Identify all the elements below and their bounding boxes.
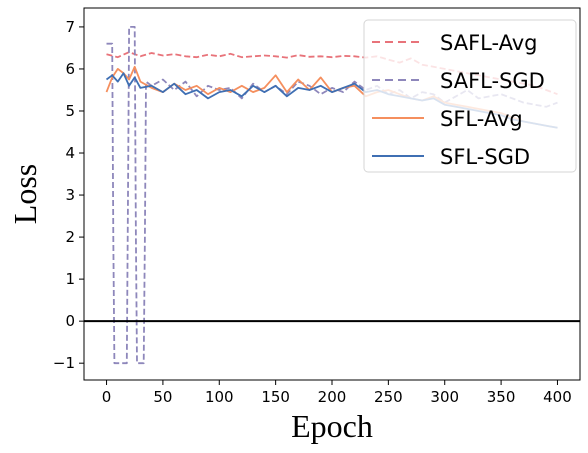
y-tick-label: 0 bbox=[65, 312, 75, 330]
x-axis-title: Epoch bbox=[291, 408, 373, 444]
x-axis: 0 50 100 150 200 250 300 350 400 bbox=[102, 380, 572, 406]
x-tick-label: 0 bbox=[102, 388, 112, 406]
legend-label: SFL-SGD bbox=[440, 145, 530, 169]
x-tick-label: 300 bbox=[430, 388, 459, 406]
y-axis-title: Loss bbox=[7, 164, 43, 224]
y-tick-label: 5 bbox=[65, 102, 75, 120]
y-tick-label: 7 bbox=[65, 18, 75, 36]
y-tick-label: 1 bbox=[65, 270, 75, 288]
y-tick-label: 6 bbox=[65, 60, 75, 78]
x-tick-label: 350 bbox=[487, 388, 516, 406]
legend-label: SFL-Avg bbox=[440, 107, 523, 131]
legend-label: SAFL-SGD bbox=[440, 69, 545, 93]
x-tick-label: 100 bbox=[205, 388, 234, 406]
y-tick-label: 3 bbox=[65, 186, 75, 204]
x-tick-label: 250 bbox=[374, 388, 403, 406]
legend-box bbox=[363, 19, 577, 173]
x-tick-label: 150 bbox=[261, 388, 290, 406]
y-axis: −1 0 1 2 3 4 5 6 7 bbox=[53, 18, 84, 372]
legend: SAFL-Avg SAFL-SGD SFL-Avg SFL-SGD bbox=[363, 19, 577, 173]
y-tick-label: 4 bbox=[65, 144, 75, 162]
y-tick-label: −1 bbox=[53, 354, 75, 372]
x-tick-label: 50 bbox=[153, 388, 172, 406]
x-tick-label: 200 bbox=[318, 388, 347, 406]
series-line-safl-avg bbox=[106, 51, 558, 96]
legend-label: SAFL-Avg bbox=[440, 31, 538, 55]
x-tick-label: 400 bbox=[543, 388, 572, 406]
y-tick-label: 2 bbox=[65, 228, 75, 246]
